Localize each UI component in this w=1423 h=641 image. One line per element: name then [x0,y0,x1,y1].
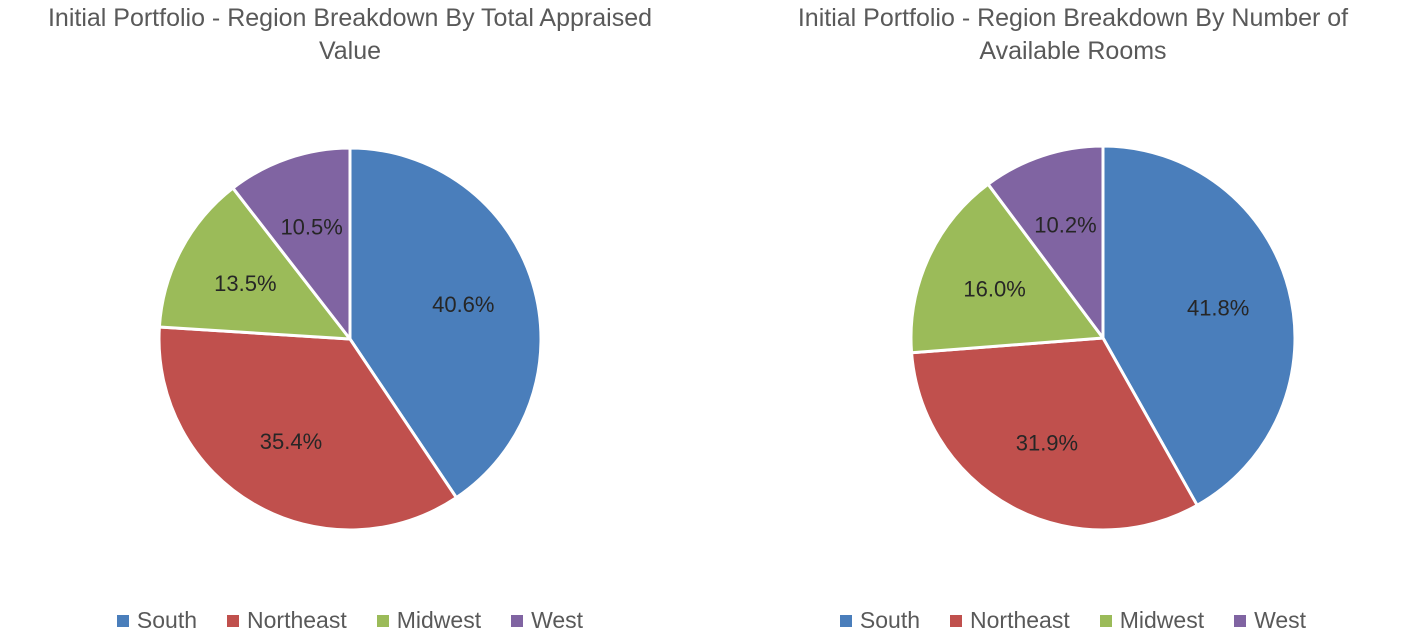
chart-title-line-1: Initial Portfolio - Region Breakdown By … [47,4,653,32]
legend-label: West [1254,607,1307,633]
data-label-west: 10.2% [1034,213,1096,238]
legend-swatch [116,614,129,627]
legend-swatch [227,614,240,627]
legend-item-midwest: Midwest [376,607,482,634]
legend-item-west: West [511,607,583,634]
legend-item-northeast: Northeast [227,607,347,634]
legend-label: South [859,607,921,633]
data-label-south: 41.8% [1187,295,1249,320]
pie-slice-northeast [157,325,458,532]
pie-slice-midwest [909,182,1105,355]
pie-slice-west [986,144,1105,340]
chart-legend: South Northeast Midwest West [723,607,1423,634]
chart-title: Initial Portfolio - Region Breakdown By … [723,2,1423,68]
data-label-northeast: 31.9% [1016,431,1078,456]
pie-plot: 40.6% 35.4% 13.5% 10.5% [157,146,543,532]
chart-title-line-2: Value [318,37,382,65]
legend-label: West [531,607,584,633]
legend-label: Northeast [970,607,1070,633]
chart-title-line-2: Available Rooms [979,37,1167,65]
chart-title: Initial Portfolio - Region Breakdown By … [0,2,700,68]
legend-item-northeast: Northeast [950,607,1070,634]
data-label-west: 10.5% [280,214,342,239]
data-label-midwest: 16.0% [963,276,1025,301]
chart-title-line-1: Initial Portfolio - Region Breakdown By … [797,4,1349,32]
legend-swatch [950,614,963,627]
data-label-south: 40.6% [432,292,494,317]
legend-swatch [511,614,524,627]
legend-label: South [136,607,198,633]
pie-chart-appraised-value: Initial Portfolio - Region Breakdown By … [0,0,700,641]
legend-label: Midwest [1119,607,1205,633]
legend-item-south: South [116,607,198,634]
legend-swatch [839,614,852,627]
pie-slice-northeast [910,336,1199,532]
pie-slice-midwest [157,186,352,341]
legend-item-south: South [839,607,921,634]
data-label-northeast: 35.4% [260,429,322,454]
legend-item-west: West [1234,607,1306,634]
legend-swatch [1234,614,1247,627]
pie-plot: 41.8% 31.9% 16.0% 10.2% [909,144,1297,532]
legend-item-midwest: Midwest [1099,607,1205,634]
data-label-midwest: 13.5% [214,271,276,296]
pie-slice-south [348,146,543,500]
legend-label: Northeast [247,607,347,633]
legend-swatch [376,614,389,627]
pie-chart-available-rooms: Initial Portfolio - Region Breakdown By … [723,0,1423,641]
chart-legend: South Northeast Midwest West [0,607,700,634]
legend-swatch [1099,614,1112,627]
legend-label: Midwest [396,607,482,633]
pie-slice-west [231,146,352,341]
pie-slice-south [1101,144,1297,507]
